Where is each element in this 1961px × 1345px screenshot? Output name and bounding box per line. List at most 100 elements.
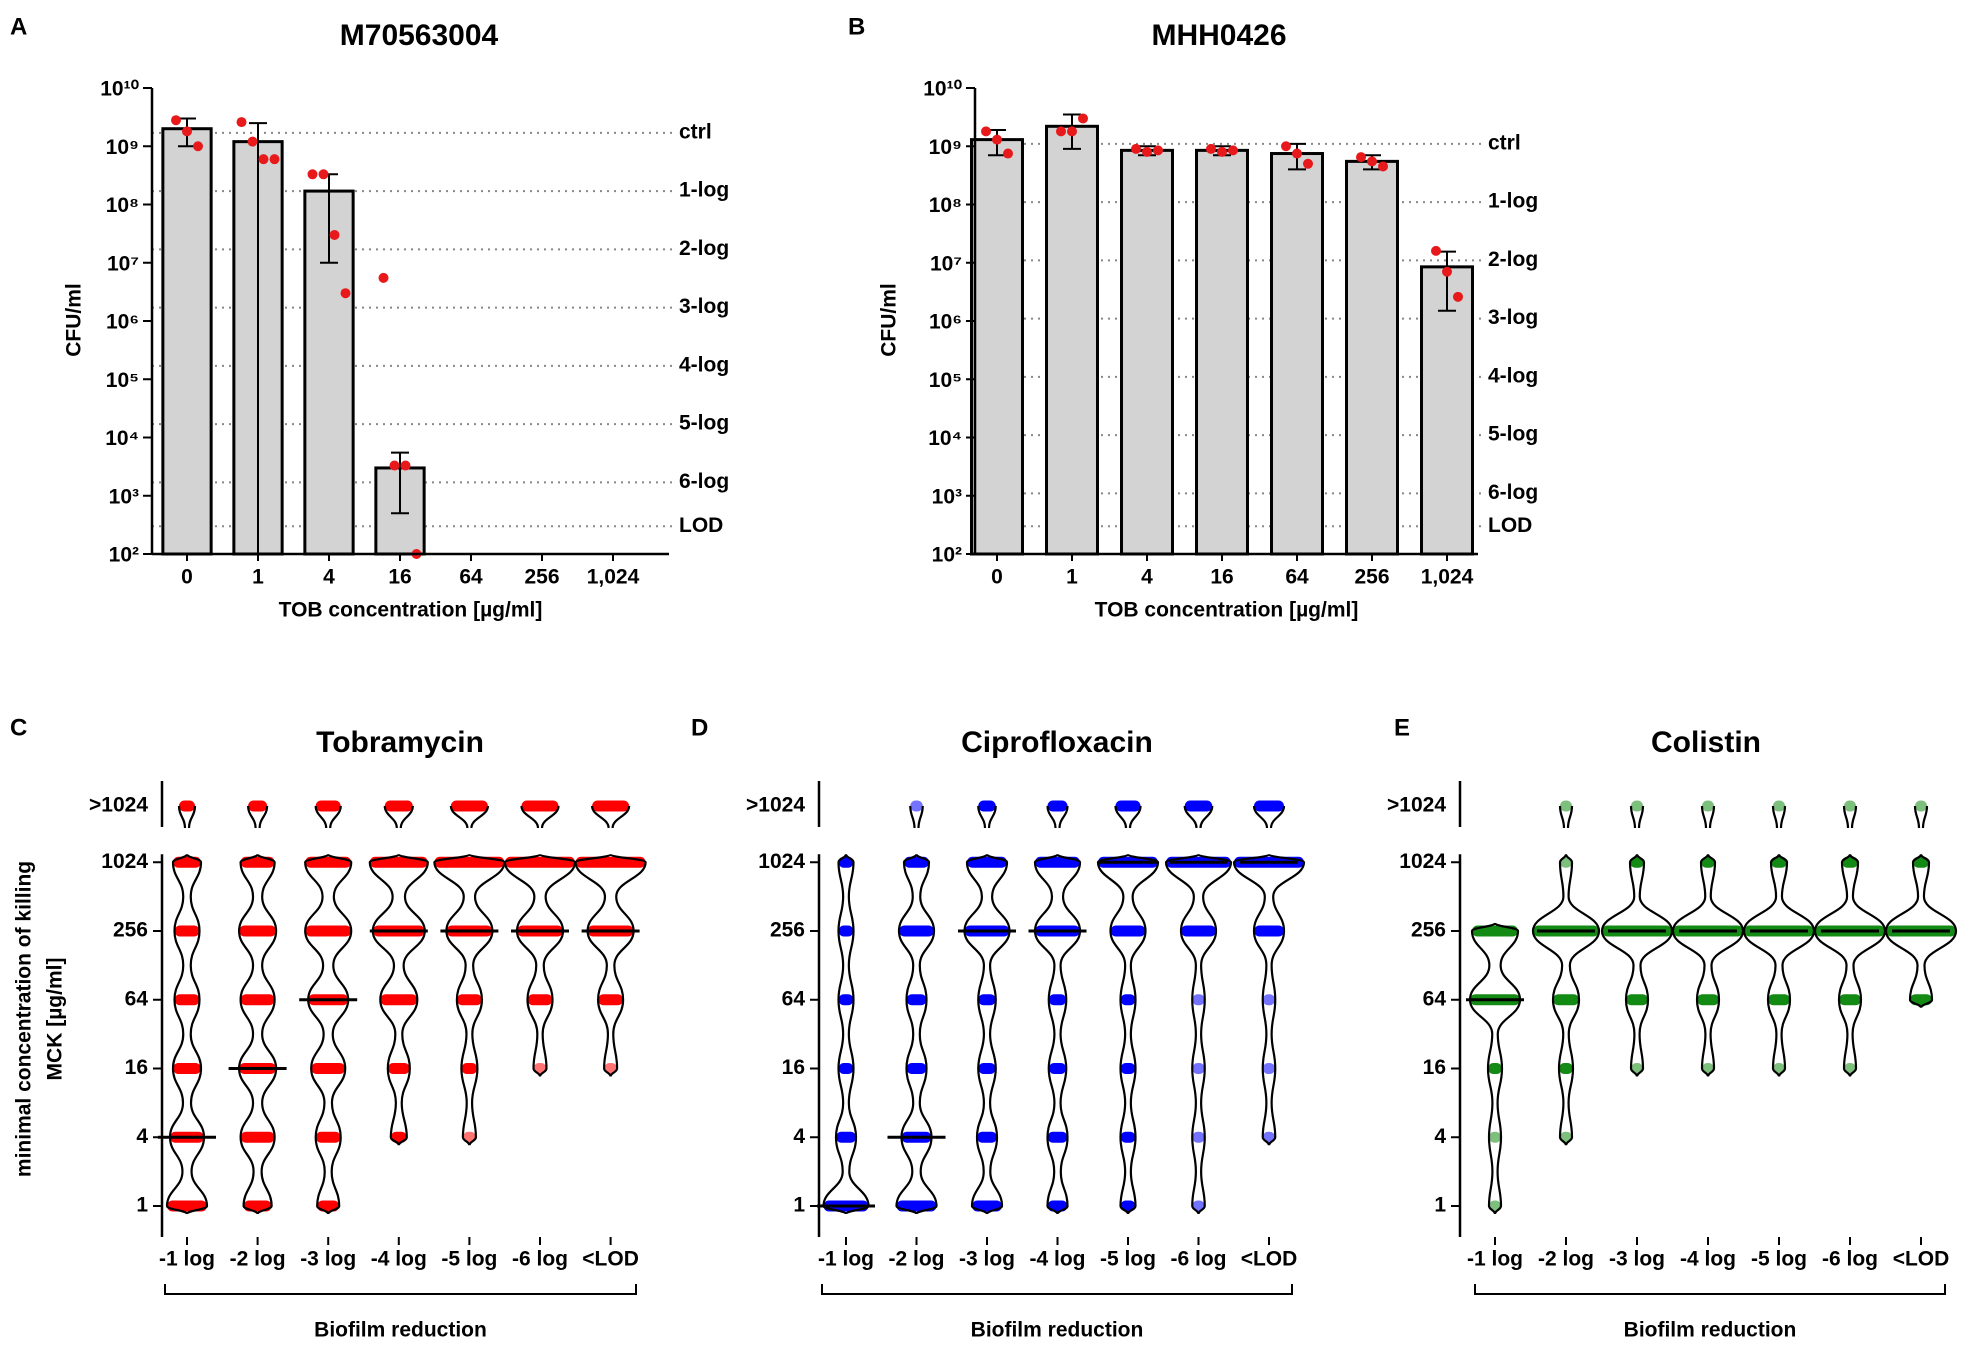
reference-label: 5-log xyxy=(1488,423,1538,446)
level-band xyxy=(978,994,996,1006)
chart-title: Ciprofloxacin xyxy=(961,726,1153,759)
violin-top-outline xyxy=(977,805,997,829)
reference-label: ctrl xyxy=(1488,131,1521,154)
level-band xyxy=(1120,1063,1136,1074)
bracket xyxy=(1474,1284,1946,1295)
replicate-point xyxy=(1078,113,1088,124)
violin-outline xyxy=(368,853,429,1146)
error-bar xyxy=(391,451,409,515)
level-band xyxy=(434,856,505,868)
replicate-point xyxy=(1292,148,1302,159)
y-tick-label: 10¹⁰ xyxy=(923,78,962,101)
level-band xyxy=(1773,800,1785,812)
level-band xyxy=(380,994,418,1006)
level-band xyxy=(598,994,624,1006)
level-band xyxy=(311,1063,346,1074)
level-band xyxy=(967,856,1007,868)
y-tick-label: 10⁷ xyxy=(930,252,962,275)
replicate-point xyxy=(247,136,258,147)
reference-label: ctrl xyxy=(679,120,712,143)
x-tick-label: -3 log xyxy=(959,1248,1015,1271)
violin-outline xyxy=(822,853,870,1216)
level-band xyxy=(173,1063,201,1074)
violin-top-outline xyxy=(1046,805,1069,829)
violin-top-outline xyxy=(520,805,560,829)
bracket xyxy=(821,1284,1293,1295)
reference-label: 4-log xyxy=(679,353,729,376)
level-band xyxy=(369,856,428,868)
violin-top-outline xyxy=(1771,805,1787,829)
replicate-point xyxy=(1067,126,1077,137)
level-band xyxy=(906,1063,927,1074)
y-tick-label: 1 xyxy=(793,1194,805,1217)
y-tick-label: 10³ xyxy=(932,485,962,508)
level-band xyxy=(1915,800,1927,812)
y-tick-label: 1024 xyxy=(758,850,805,873)
level-band xyxy=(1488,1063,1502,1074)
violin-outline xyxy=(503,853,577,1077)
level-band xyxy=(1192,1131,1205,1143)
violin-top-outline xyxy=(1700,805,1716,829)
level-band xyxy=(315,800,341,812)
y-tick-label: 1024 xyxy=(101,850,148,873)
violin-outline xyxy=(895,853,938,1215)
x-axis-label: Biofilm reduction xyxy=(1624,1319,1797,1342)
bar xyxy=(1120,148,1174,556)
level-band xyxy=(243,1200,272,1212)
x-tick-label: -1 log xyxy=(159,1248,215,1271)
y-tick-label: 10⁶ xyxy=(106,311,139,334)
violin-top-outline xyxy=(1183,805,1214,829)
level-band xyxy=(305,925,352,937)
level-band xyxy=(1910,994,1932,1006)
level-band xyxy=(904,856,929,868)
y-tick-label: 10⁹ xyxy=(106,136,139,159)
x-tick-label: -5 log xyxy=(441,1248,497,1271)
violin-outline xyxy=(1671,853,1745,1077)
violin-top-outline xyxy=(1913,805,1929,829)
violin-outline xyxy=(574,853,647,1077)
y-tick-label: 10⁴ xyxy=(105,427,139,450)
x-tick-label: -5 log xyxy=(1100,1248,1156,1271)
y-tick-label: 10¹⁰ xyxy=(100,78,139,101)
reference-label: 4-log xyxy=(1488,364,1538,387)
x-tick-label: -6 log xyxy=(512,1248,568,1271)
level-band xyxy=(1844,800,1856,812)
replicate-point xyxy=(1356,152,1366,163)
level-band xyxy=(1560,800,1572,812)
y-tick-label: 10² xyxy=(109,544,139,567)
replicate-point xyxy=(1228,145,1238,156)
level-band xyxy=(240,1131,275,1143)
y-tick-label: 64 xyxy=(782,987,806,1010)
x-tick-label: 256 xyxy=(1354,566,1389,589)
level-band xyxy=(240,856,275,868)
replicate-point xyxy=(269,154,280,165)
x-axis-label: TOB concentration [µg/ml] xyxy=(1095,599,1359,622)
x-tick-label: -4 log xyxy=(1680,1248,1736,1271)
level-band xyxy=(910,800,923,812)
violin-top-outline xyxy=(1252,805,1286,829)
bar xyxy=(1345,159,1399,556)
violin-outline xyxy=(1813,853,1887,1077)
level-band xyxy=(1047,800,1068,812)
violin-outline xyxy=(433,853,506,1146)
violin-outline xyxy=(304,853,353,1215)
reference-label: 5-log xyxy=(679,412,729,435)
level-band xyxy=(1702,800,1714,812)
violin-outline xyxy=(1742,853,1816,1077)
level-band xyxy=(240,994,275,1006)
level-band xyxy=(899,925,934,937)
level-band xyxy=(167,1200,207,1212)
replicate-point xyxy=(236,117,247,128)
y-axis-label: CFU/ml xyxy=(878,283,901,357)
level-band xyxy=(527,994,553,1006)
violin-outline xyxy=(1096,853,1160,1215)
violin-top-outline xyxy=(449,805,489,829)
reference-label: LOD xyxy=(1488,514,1532,537)
y-tick-label: 10⁹ xyxy=(929,136,962,159)
bar xyxy=(161,127,213,556)
y-tick-label: >1024 xyxy=(89,794,148,817)
panel-label: B xyxy=(848,13,865,40)
replicate-point xyxy=(340,288,351,299)
bar xyxy=(1195,148,1249,556)
